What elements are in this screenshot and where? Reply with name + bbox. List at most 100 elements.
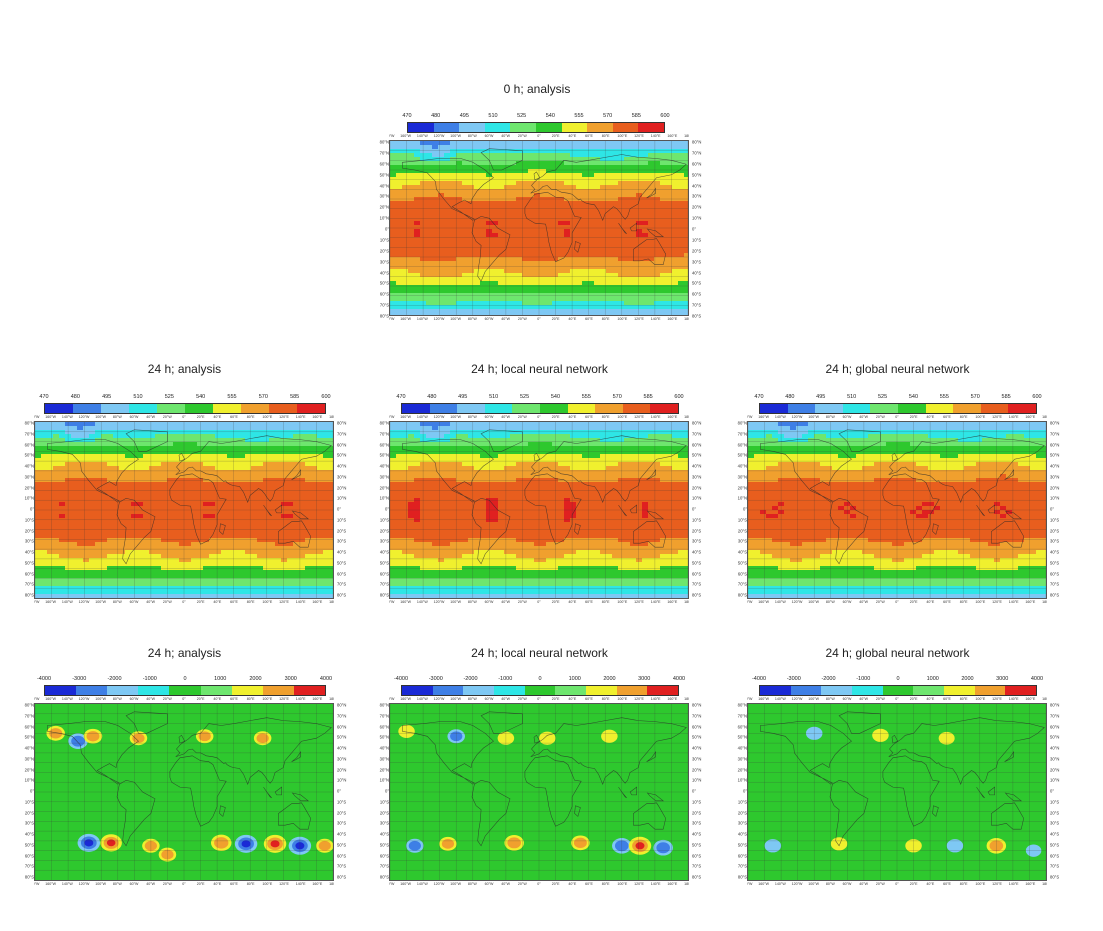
longitude-label: 20°E bbox=[909, 882, 918, 886]
panel-24h-global-nn-diff: 24 h; global neural network -4000 -3000 -2… bbox=[725, 642, 1070, 892]
colorbar-segment bbox=[297, 404, 325, 413]
coastline bbox=[891, 734, 899, 744]
colorbar-tick-label: 585 bbox=[1001, 394, 1011, 400]
colorbar-segment bbox=[953, 404, 981, 413]
latitude-label: 20°S bbox=[337, 528, 347, 533]
longitude-label: 160°E bbox=[667, 134, 678, 138]
latitude-label: 10°N bbox=[337, 777, 347, 783]
longitude-label: 140°W bbox=[61, 882, 73, 886]
colorbar-tick-label: 525 bbox=[164, 394, 174, 400]
longitude-label: 40°W bbox=[859, 882, 869, 886]
anomaly-contour bbox=[764, 839, 782, 853]
coastline bbox=[646, 751, 656, 762]
longitude-label: 20°E bbox=[551, 600, 560, 604]
latitude-label: 50°S bbox=[692, 560, 702, 566]
graticule bbox=[748, 704, 1046, 880]
latitude-labels-right: 80°N 70°N 60°N 50°N 40°N 30°N 20°N 10°N 0° 10°S 20… bbox=[692, 421, 712, 598]
latitude-label: 60°S bbox=[379, 291, 389, 297]
latitude-label: 80°S bbox=[737, 874, 747, 880]
latitude-label: 70°S bbox=[737, 863, 747, 869]
coastline bbox=[891, 452, 899, 462]
latitude-label: 80°N bbox=[24, 420, 34, 426]
latitude-label: 70°S bbox=[24, 863, 34, 869]
colorbar-tick-label: 600 bbox=[1032, 394, 1042, 400]
longitude-label: 120°E bbox=[279, 415, 289, 419]
coastline bbox=[633, 802, 666, 830]
colorbar-tick-label: 525 bbox=[877, 394, 888, 400]
longitude-label: 40°E bbox=[568, 697, 577, 701]
anomaly-contour bbox=[408, 840, 421, 851]
latitude-label: 20°N bbox=[24, 767, 34, 772]
latitude-label: 30°N bbox=[692, 474, 702, 480]
latitude-label: 40°S bbox=[737, 549, 747, 555]
longitude-label: 40°E bbox=[568, 600, 577, 604]
latitude-label: 60°N bbox=[379, 724, 389, 729]
latitude-label: 50°S bbox=[692, 842, 702, 848]
longitude-label: 140°E bbox=[650, 415, 661, 419]
colorbar-tick-label: -4000 bbox=[36, 676, 52, 682]
longitude-label: 60°W bbox=[842, 697, 852, 701]
anomaly-contour bbox=[318, 840, 331, 851]
coastline bbox=[530, 435, 687, 503]
longitude-label: 100°E bbox=[262, 882, 273, 886]
latitude-label: 60°N bbox=[379, 442, 389, 447]
latitude-label: 10°N bbox=[337, 495, 347, 501]
latitude-label: 30°N bbox=[337, 474, 347, 480]
longitude-label: 20°W bbox=[162, 882, 172, 886]
colorbar-segment bbox=[555, 686, 587, 695]
colorbar-tick-label: 555 bbox=[581, 394, 591, 400]
colorbar-tick-label: -4000 bbox=[393, 676, 409, 682]
latitude-label: 0° bbox=[692, 506, 697, 512]
longitude-label: 80°W bbox=[112, 882, 122, 886]
latitude-label: 40°N bbox=[692, 183, 702, 188]
longitude-label: 100°W bbox=[808, 415, 820, 419]
latitude-label: 10°S bbox=[1050, 517, 1060, 523]
latitude-label: 40°N bbox=[379, 745, 389, 751]
colorbar-ticks: 470 480 495 510 525 540 555 570 585 600 bbox=[396, 394, 683, 403]
latitude-label: 60°S bbox=[24, 853, 34, 858]
panel-24h-local-nn: 24 h; local neural network 470 480 495 510 5… bbox=[367, 362, 712, 607]
latitude-label: 80°N bbox=[337, 702, 347, 708]
latitude-label: 80°S bbox=[24, 874, 34, 880]
longitude-label: 100°E bbox=[617, 697, 628, 701]
coastline bbox=[175, 435, 332, 503]
colorbar-segment bbox=[944, 686, 975, 695]
colorbar-tick-label: 555 bbox=[939, 394, 949, 400]
latitude-label: 30°N bbox=[737, 474, 747, 480]
colorbar-tick-label: 470 bbox=[396, 394, 406, 400]
latitude-label: 30°N bbox=[1050, 474, 1060, 480]
colorbar-ticks: -4000 -3000 -2000 -1000 0 1000 2000 3000 4000 bbox=[752, 676, 1043, 685]
longitude-label: 120°W bbox=[433, 415, 445, 419]
longitude-label: 40°W bbox=[501, 882, 511, 886]
coastline bbox=[291, 792, 309, 802]
latitude-label: 0° bbox=[337, 506, 342, 512]
longitude-label: 40°W bbox=[501, 134, 511, 138]
longitude-label: 20°E bbox=[909, 600, 918, 604]
longitude-label: 60°W bbox=[484, 415, 494, 419]
map-24h-analysis bbox=[34, 421, 334, 599]
longitude-label: 20°W bbox=[517, 600, 527, 604]
longitude-labels-top: 180°W 160°W 140°W 120°W 100°W 80°W 60°W 40°W 20°… bbox=[34, 697, 334, 703]
longitude-label: 140°E bbox=[1008, 600, 1019, 604]
colorbar-tick-label: 0 bbox=[538, 676, 542, 682]
longitude-label: 180°E bbox=[1042, 882, 1047, 886]
latitude-label: 0° bbox=[1050, 788, 1055, 794]
coastline bbox=[646, 469, 656, 480]
longitude-label: 120°W bbox=[78, 882, 90, 886]
longitude-label: 140°E bbox=[1008, 697, 1019, 701]
latitude-label: 10°N bbox=[379, 495, 389, 501]
coastline bbox=[1004, 510, 1022, 520]
colorbar-tick-label: 525 bbox=[519, 394, 530, 400]
longitude-label: 160°W bbox=[45, 415, 57, 419]
latitude-label: 40°N bbox=[1050, 745, 1060, 751]
coastline bbox=[991, 802, 1024, 830]
latitude-labels-right: 80°N 70°N 60°N 50°N 40°N 30°N 20°N 10°N 0° 10°S 20… bbox=[692, 140, 712, 319]
latitude-label: 30°N bbox=[692, 193, 702, 199]
colorbar-tick-label: 3000 bbox=[638, 676, 651, 682]
latitude-label: 60°N bbox=[337, 442, 347, 447]
longitude-label: 160°E bbox=[667, 415, 678, 419]
colorbar-segment bbox=[870, 404, 898, 413]
panel-title: 24 h; analysis bbox=[147, 646, 222, 660]
latitude-label: 30°S bbox=[379, 820, 389, 826]
longitude-label: 60°W bbox=[484, 600, 494, 604]
